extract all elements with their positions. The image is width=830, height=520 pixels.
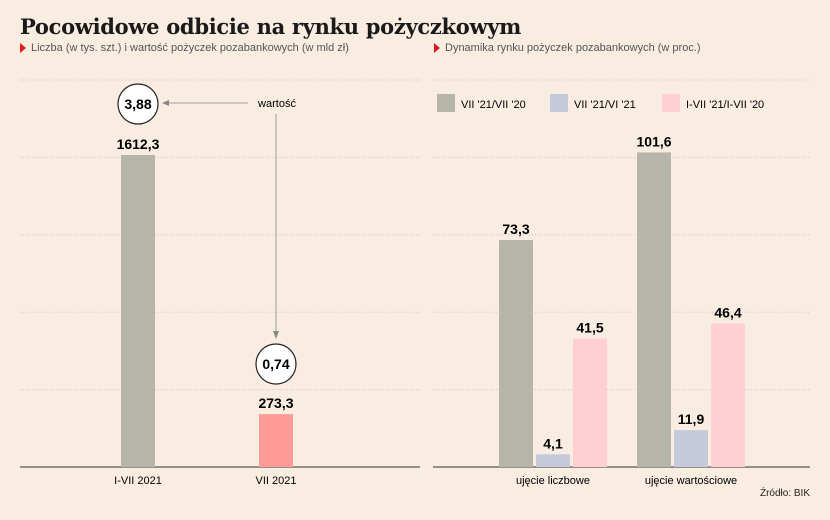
bar-value-label: 101,6 [636, 133, 671, 149]
legend-label: VII '21/VII '20 [461, 99, 526, 111]
bar-value-label: 4,1 [543, 435, 563, 451]
value-circle [255, 343, 297, 385]
bar [536, 454, 570, 467]
legend-swatch [437, 94, 455, 112]
bar [121, 155, 155, 467]
arrow-head-icon [273, 331, 279, 339]
legend-swatch [550, 94, 568, 112]
bar [674, 430, 708, 467]
x-tick-label: VII 2021 [256, 475, 297, 487]
bar-value-label: 46,4 [714, 304, 741, 320]
legend-label: VII '21/VI '21 [574, 99, 636, 111]
source-note: Źródło: BIK [759, 488, 810, 499]
right-subtitle: Dynamika rynku pożyczek pozabankowych (w… [434, 42, 701, 54]
x-tick-label: ujęcie wartościowe [645, 475, 737, 487]
bar [711, 323, 745, 467]
chart-title: Pocowidowe odbicie na rynku pożyczkowym [20, 14, 522, 39]
bar-value-label: 1612,3 [117, 136, 160, 152]
x-tick-label: I-VII 2021 [114, 475, 162, 487]
legend-label: I-VII '21/I-VII '20 [686, 99, 764, 111]
bar [499, 240, 533, 467]
annotation-label: wartość [257, 98, 296, 110]
value-circle [117, 83, 159, 125]
red-marker-icon [434, 43, 440, 53]
legend-swatch [662, 94, 680, 112]
bar [259, 414, 293, 467]
red-marker-icon [20, 43, 26, 53]
arrow-head-icon [162, 100, 169, 106]
right-subtitle-text: Dynamika rynku pożyczek pozabankowych (w… [445, 42, 701, 54]
annotation-value: 3,88 [124, 96, 151, 112]
bar-value-label: 273,3 [258, 395, 293, 411]
annotation-value: 0,74 [262, 356, 289, 372]
bar-value-label: 73,3 [502, 221, 529, 237]
bar [637, 152, 671, 467]
bar-value-label: 41,5 [576, 320, 603, 336]
left-subtitle-text: Liczba (w tys. szt.) i wartość pożyczek … [31, 42, 349, 54]
bar [573, 338, 607, 467]
bar-value-label: 11,9 [678, 411, 705, 427]
x-tick-label: ujęcie liczbowe [516, 475, 590, 487]
left-subtitle: Liczba (w tys. szt.) i wartość pożyczek … [20, 42, 349, 54]
